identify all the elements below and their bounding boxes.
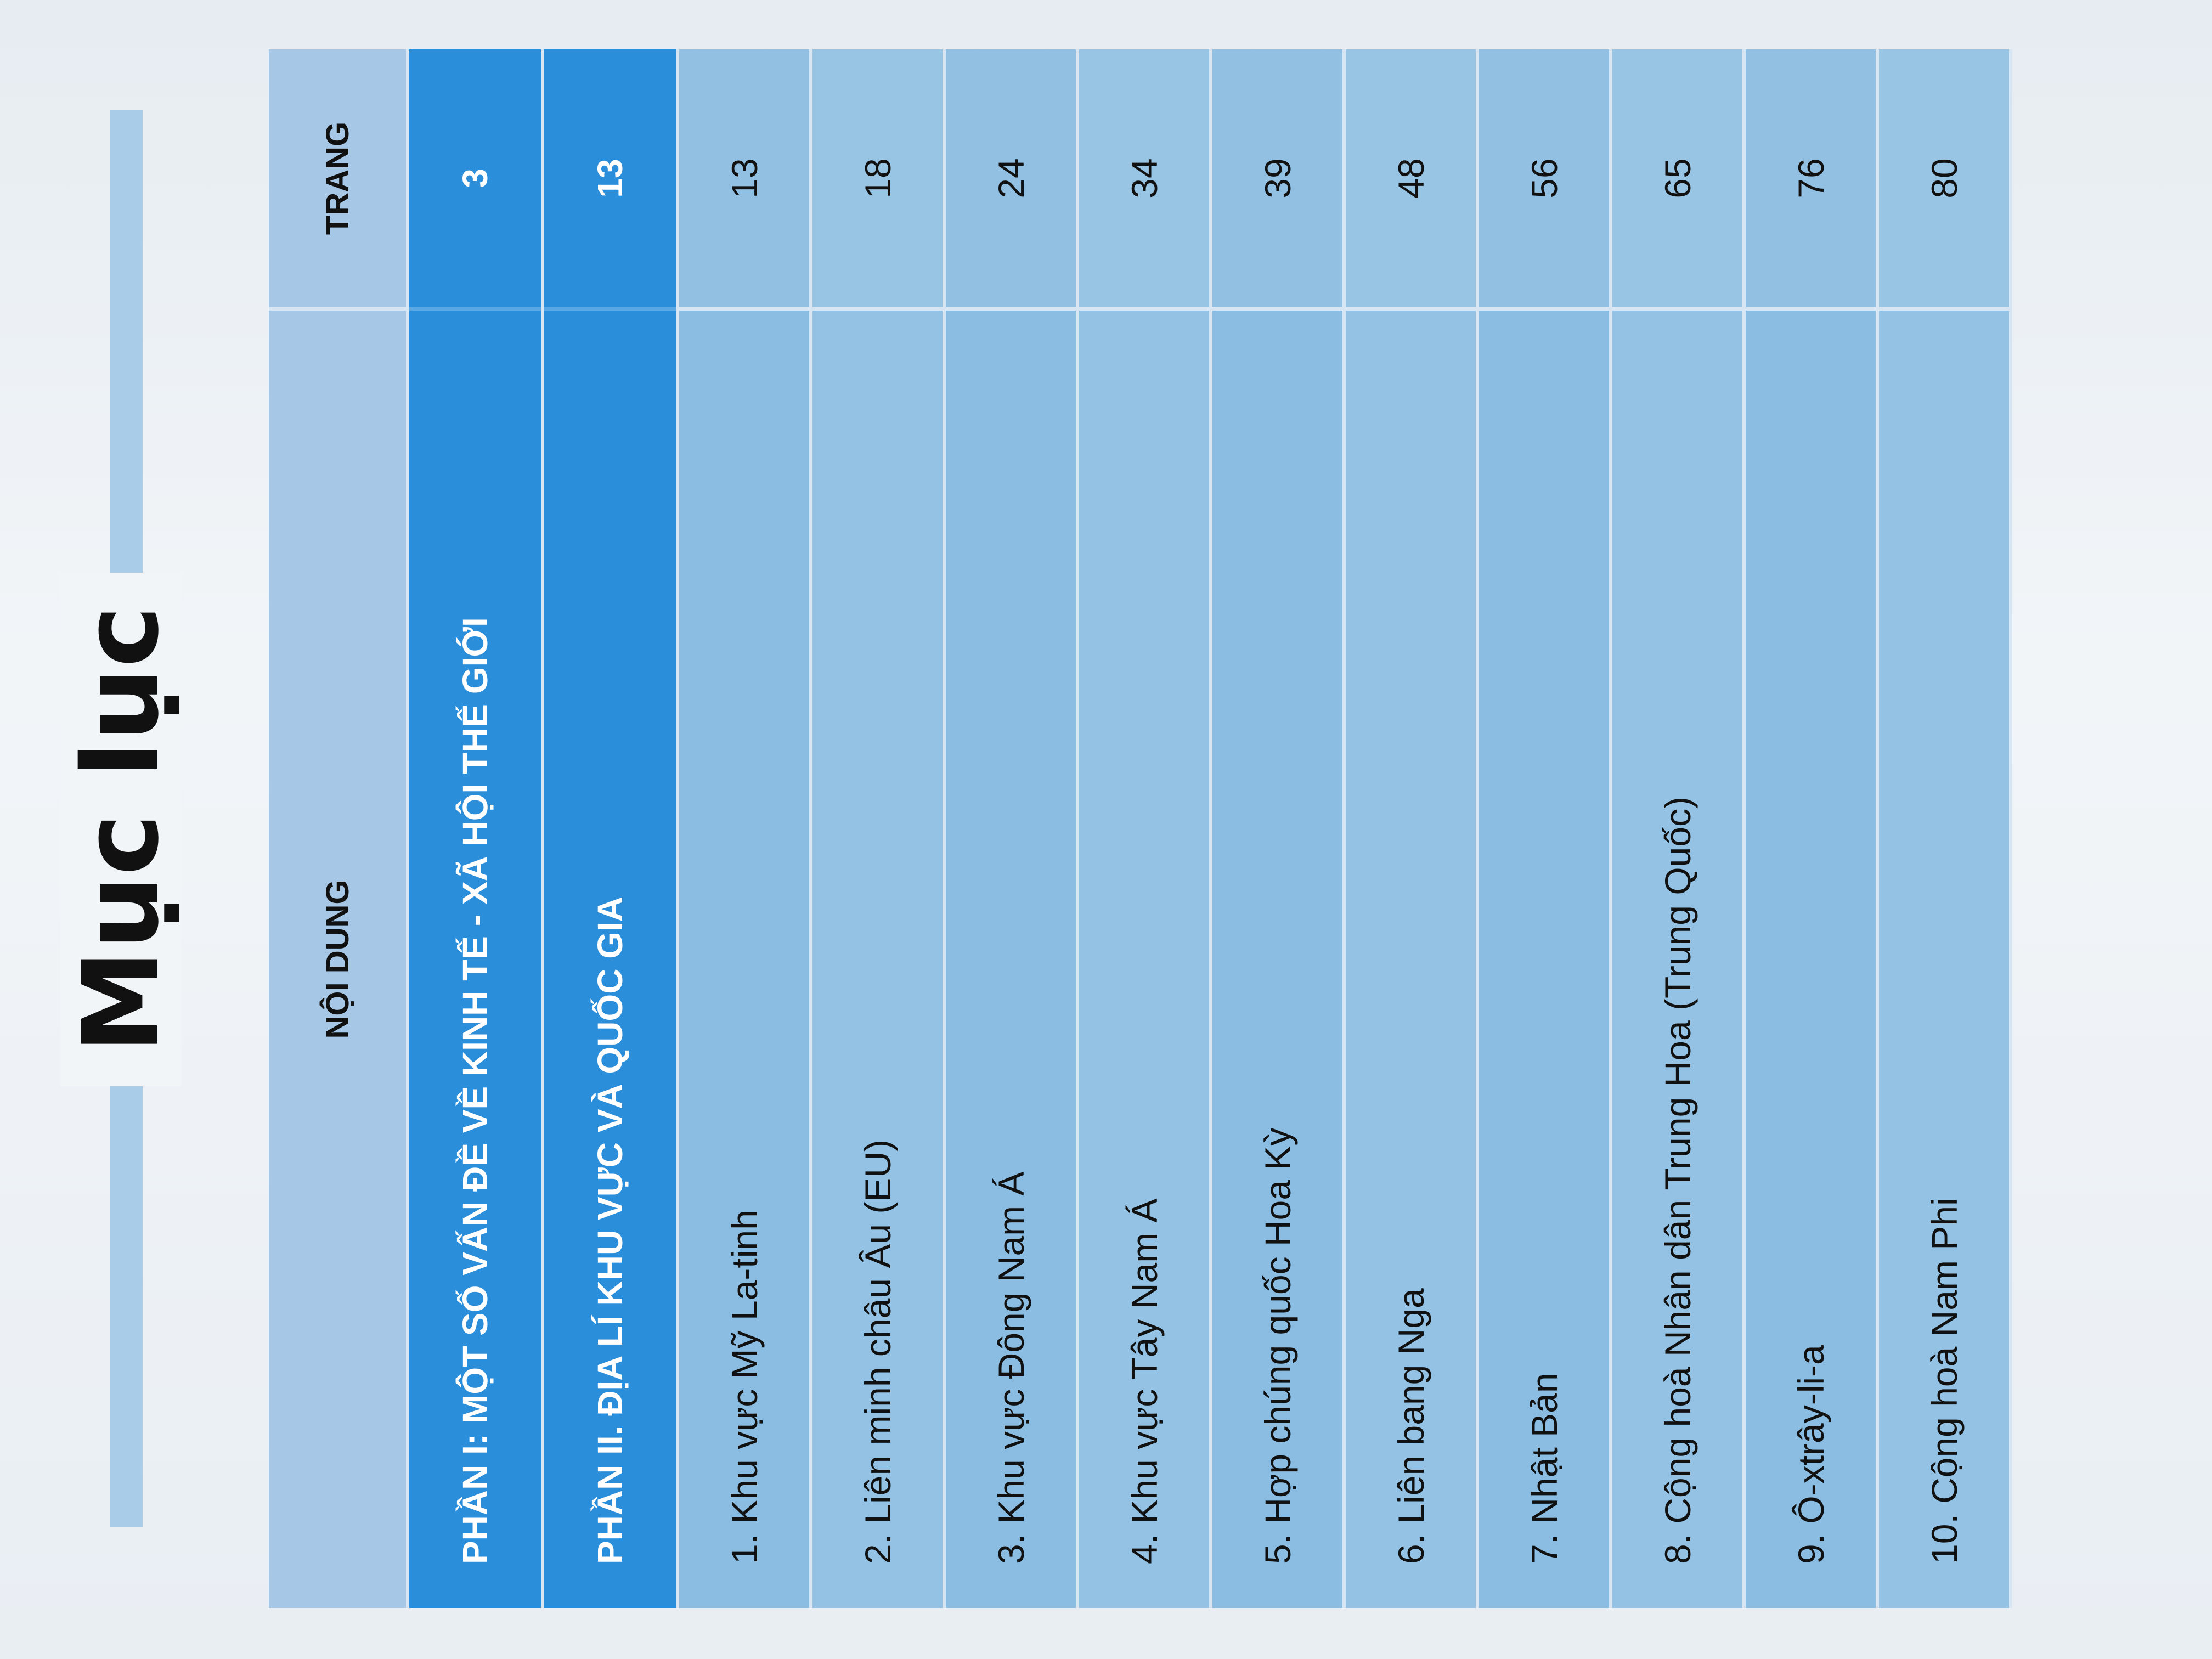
toc-label: 10. Cộng hoà Nam Phi (1923, 1198, 1965, 1564)
toc-page: 34 (1079, 49, 1209, 311)
toc-label: 9. Ô-xtrây-li-a (1790, 1345, 1831, 1564)
toc-label: 7. Nhật Bản (1523, 1373, 1565, 1564)
toc-row: 2. Liên minh châu Âu (EU) 18 (812, 49, 946, 1608)
toc-row: 6. Liên bang Nga 48 (1346, 49, 1479, 1608)
toc-page: 24 (946, 49, 1076, 311)
toc-page: 18 (812, 49, 943, 311)
page-title: Mục lục (60, 0, 182, 1659)
toc-label: 2. Liên minh châu Âu (EU) (857, 1139, 898, 1564)
toc-label: 3. Khu vực Đông Nam Á (990, 1171, 1031, 1565)
toc-label: 8. Cộng hoà Nhân dân Trung Hoa (Trung Qu… (1657, 796, 1698, 1564)
toc-row: 1. Khu vực Mỹ La-tinh 13 (679, 49, 812, 1608)
toc-label: 6. Liên bang Nga (1390, 1288, 1431, 1564)
toc-row: 3. Khu vực Đông Nam Á 24 (946, 49, 1079, 1608)
header-page: TRANG (269, 49, 406, 311)
part-label: PHẦN II. ĐỊA LÍ KHU VỰC VÀ QUỐC GIA (590, 896, 630, 1564)
toc-row: 7. Nhật Bản 56 (1479, 49, 1612, 1608)
toc-label: 5. Hợp chúng quốc Hoa Kỳ (1257, 1127, 1298, 1564)
header-row: NỘI DUNG TRANG (269, 49, 409, 1608)
toc-page: 13 (679, 49, 809, 311)
toc-row: 10. Cộng hoà Nam Phi 80 (1879, 49, 2012, 1608)
toc-page: 76 (1746, 49, 1876, 311)
part-page: 13 (544, 49, 676, 311)
title-text: Mục lục (60, 572, 182, 1087)
part-row: PHẦN I: MỘT SỐ VẤN ĐỀ VỀ KINH TẾ - XÃ HỘ… (409, 49, 544, 1608)
part-page: 3 (409, 49, 541, 311)
toc-row: 5. Hợp chúng quốc Hoa Kỳ 39 (1212, 49, 1346, 1608)
toc-page: 39 (1212, 49, 1342, 311)
toc-page: 48 (1346, 49, 1476, 311)
toc-page: 56 (1479, 49, 1609, 311)
toc-page: 65 (1612, 49, 1742, 311)
header-content: NỘI DUNG (319, 879, 356, 1039)
toc-page: 80 (1879, 49, 2009, 311)
table-of-contents: NỘI DUNG TRANG PHẦN I: MỘT SỐ VẤN ĐỀ VỀ … (269, 49, 2012, 1608)
toc-row: 9. Ô-xtrây-li-a 76 (1746, 49, 1879, 1608)
toc-row: 4. Khu vực Tây Nam Á 34 (1079, 49, 1212, 1608)
toc-label: 1. Khu vực Mỹ La-tinh (724, 1210, 765, 1564)
part-row: PHẦN II. ĐỊA LÍ KHU VỰC VÀ QUỐC GIA 13 (544, 49, 679, 1608)
part-label: PHẦN I: MỘT SỐ VẤN ĐỀ VỀ KINH TẾ - XÃ HỘ… (455, 617, 495, 1564)
toc-label: 4. Khu vực Tây Nam Á (1124, 1198, 1165, 1564)
toc-row: 8. Cộng hoà Nhân dân Trung Hoa (Trung Qu… (1612, 49, 1746, 1608)
